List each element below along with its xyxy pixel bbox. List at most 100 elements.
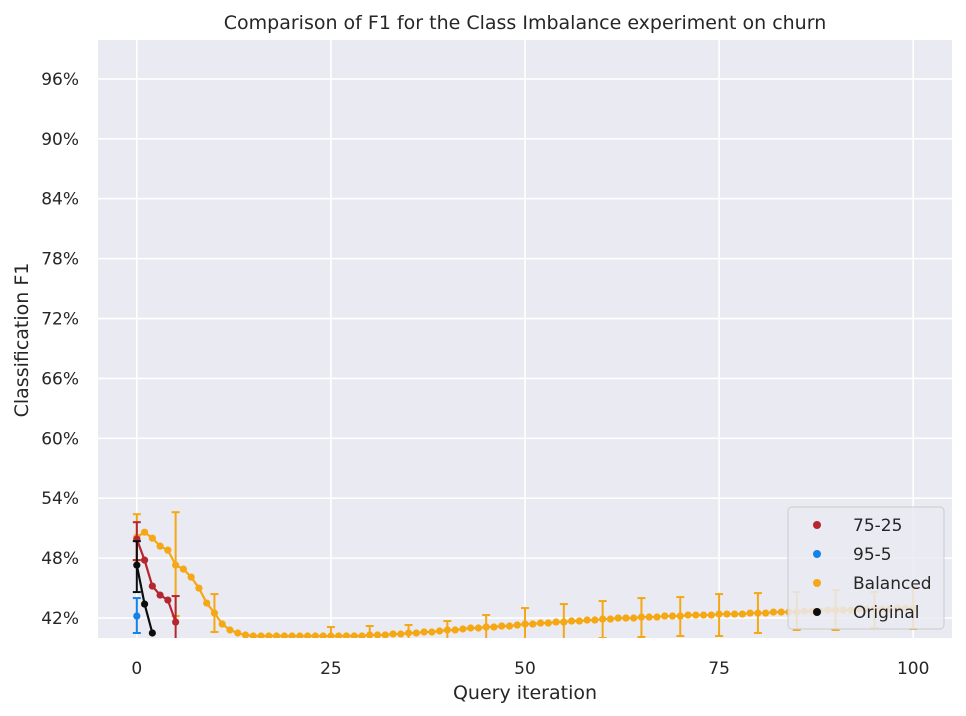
data-point [754,609,762,617]
data-point [234,629,242,637]
legend-label: Balanced [853,574,932,594]
data-point [467,624,475,632]
data-point [606,615,615,623]
data-point [280,632,288,638]
data-point [731,610,739,618]
data-point [420,628,428,636]
data-point [676,612,684,620]
legend-label: 95-5 [853,545,892,565]
y-tick-label: 66% [41,369,79,389]
data-point [140,556,149,564]
data-point [777,608,785,616]
data-point [707,611,715,619]
data-point [715,610,723,618]
data-point [226,626,234,634]
x-tick-label: 75 [708,659,730,679]
data-point [699,611,708,619]
data-point [335,632,343,638]
data-point [350,632,358,638]
tick-labels: 0 25 50 75 100 42% 48% 54% 60% 66% 72% 78% 84% 90% 96% [41,70,929,679]
data-point [327,632,335,638]
data-point [241,631,250,638]
gridlines [98,40,952,638]
data-point [249,632,257,638]
data-point [195,584,203,592]
data-point [513,621,521,629]
data-point [133,561,141,569]
data-point [645,613,653,621]
data-point [552,618,560,626]
data-point [536,619,545,627]
data-point [210,609,219,617]
data-point [614,614,622,622]
y-axis-label: Classification F1 [11,263,33,418]
series-layer [132,511,918,638]
data-point [148,582,156,590]
data-point [451,626,459,634]
data-point [272,632,281,638]
series-line-75-25 [135,538,177,623]
data-point [412,629,420,637]
data-point [172,618,180,626]
y-tick-label: 84% [41,190,79,210]
data-point [428,628,436,636]
data-point [373,631,382,638]
data-point [436,627,444,635]
data-point [148,534,156,542]
data-point [218,620,226,628]
y-tick-label: 78% [41,250,79,270]
series-95-5 [132,597,141,635]
data-point [156,542,164,550]
data-point [637,613,646,621]
data-point [544,619,552,627]
data-point [172,561,180,569]
chart-title: Comparison of F1 for the Class Imbalance… [224,12,827,34]
x-tick-label: 100 [897,659,929,679]
data-point [164,546,172,554]
data-point [622,614,630,622]
data-point [746,609,754,617]
legend-marker [813,608,821,616]
y-tick-label: 54% [41,489,79,509]
data-point [653,613,661,621]
data-point [203,599,211,607]
data-point [358,632,366,638]
x-tick-label: 0 [131,659,142,679]
data-point [404,629,413,637]
series-original [132,540,156,637]
data-point [342,632,351,638]
data-point [319,632,327,638]
data-point [599,615,607,623]
data-point [187,573,195,581]
data-point [474,624,483,632]
data-point [661,612,669,620]
y-tick-label: 72% [41,310,79,330]
data-point [521,620,529,628]
data-point [762,609,770,617]
data-point [140,528,149,536]
data-point [482,623,490,631]
data-point [459,625,467,633]
data-point [591,616,599,624]
legend: 75-25 95-5 Balanced Original [787,506,945,630]
data-point [505,622,514,630]
data-point [296,632,304,638]
y-tick-label: 60% [41,429,79,449]
data-point [630,614,638,622]
x-tick-label: 50 [514,659,536,679]
legend-marker [813,579,821,587]
data-point [567,617,576,625]
data-point [164,596,172,604]
data-point [179,565,187,573]
x-tick-label: 25 [320,659,342,679]
data-point [366,631,374,638]
y-tick-label: 42% [41,609,79,629]
data-point [668,612,677,620]
data-point [148,629,156,637]
data-point [140,600,149,608]
data-point [583,616,591,624]
data-point [575,617,583,625]
data-point [381,631,389,638]
data-point [498,622,506,630]
data-point [311,632,319,638]
